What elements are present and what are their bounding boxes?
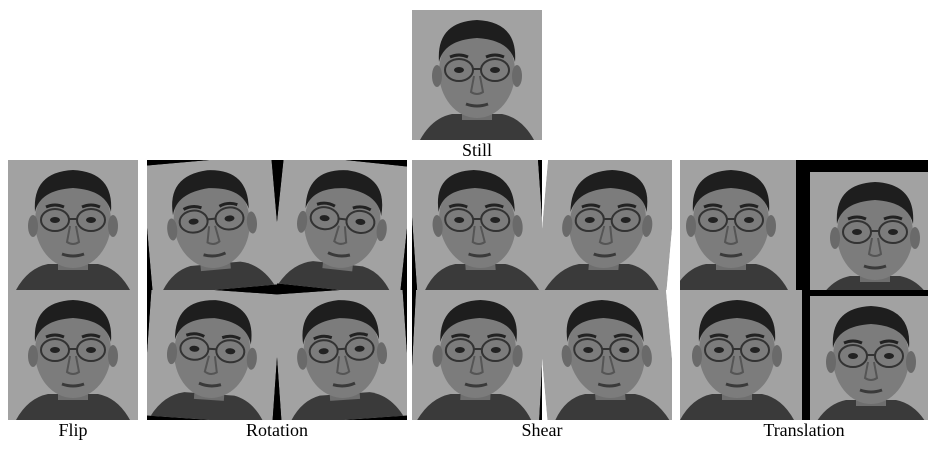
- translation-group: [666, 160, 928, 426]
- translation-image: [672, 290, 810, 420]
- rotation-image: [143, 286, 282, 425]
- shear-image: [409, 290, 546, 420]
- shear-image: [537, 160, 678, 290]
- page: {"still": {"label": "Still"}, "groups": …: [0, 0, 928, 444]
- group-label: Flip: [58, 420, 87, 440]
- flip-group: [8, 160, 138, 420]
- rotation-image: [273, 286, 412, 425]
- rotation-group: [142, 154, 414, 425]
- group-label: Rotation: [246, 420, 308, 440]
- translation-image: [810, 160, 928, 302]
- flip-image: [8, 160, 138, 290]
- still-label: Still: [462, 140, 492, 160]
- figure: Still: [0, 0, 928, 444]
- still-image: [412, 10, 542, 140]
- translation-image: [806, 290, 928, 426]
- translation-image: [666, 160, 810, 290]
- flip-image: [8, 290, 138, 420]
- group-label: Translation: [763, 420, 844, 440]
- shear-group: [408, 160, 678, 420]
- shear-image: [408, 160, 547, 290]
- shear-image: [536, 290, 677, 420]
- group-label: Shear: [522, 420, 563, 440]
- rotation-image: [271, 154, 414, 297]
- rotation-image: [142, 155, 283, 296]
